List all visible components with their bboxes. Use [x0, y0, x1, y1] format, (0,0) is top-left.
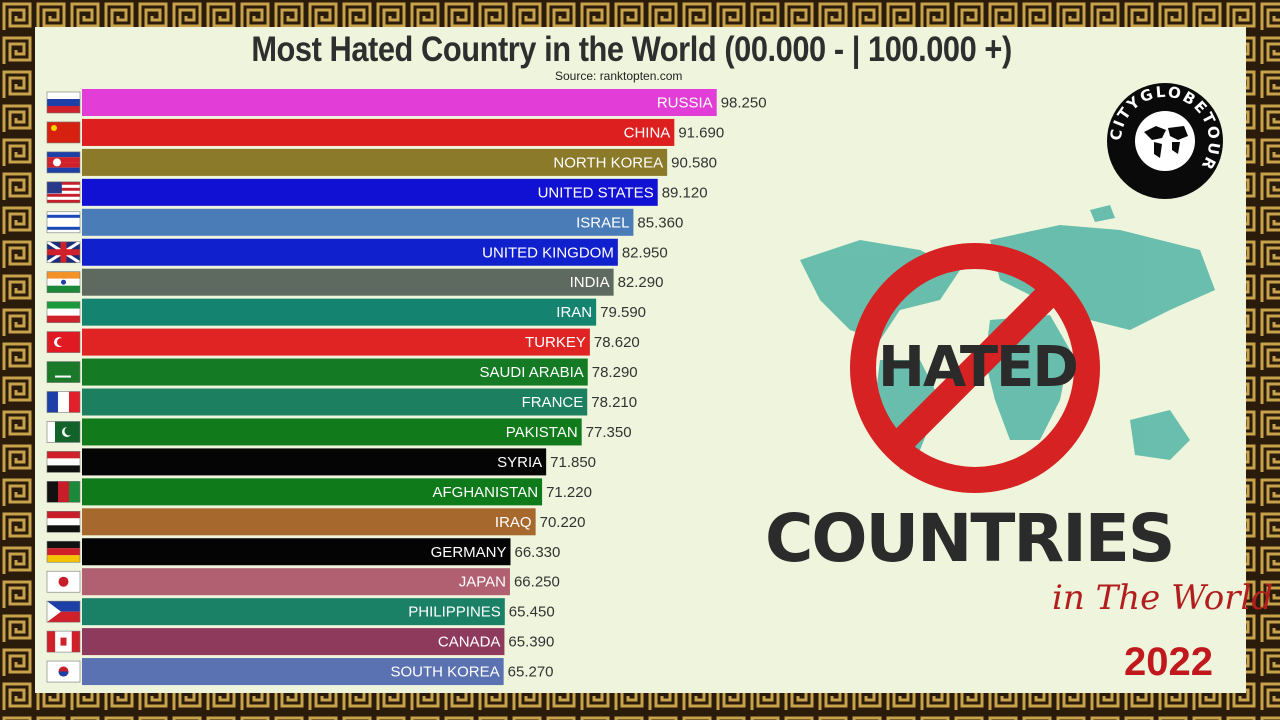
south-korea-flag-icon	[46, 660, 81, 683]
year-label: 2022	[1124, 640, 1213, 684]
iraq-flag-icon	[46, 510, 81, 533]
united-states-flag-icon	[46, 181, 81, 204]
bar-label-afghanistan: AFGHANISTAN	[433, 484, 539, 501]
bar-label-syria: SYRIA	[497, 454, 542, 471]
promo-word-world: in The World	[1052, 578, 1274, 618]
bar-japan	[82, 568, 510, 596]
value-label-north-korea: 90.580	[671, 154, 717, 171]
bar-russia	[82, 89, 717, 116]
value-label-united-kingdom: 82.950	[622, 244, 668, 261]
bar-pakistan	[82, 418, 582, 446]
bar-south-korea	[82, 658, 504, 686]
india-flag-icon	[46, 271, 81, 294]
value-label-iraq: 70.220	[540, 514, 586, 531]
north-korea-flag-icon	[46, 151, 81, 174]
value-label-china: 91.690	[678, 124, 724, 141]
philippines-flag-icon	[46, 600, 81, 623]
bar-canada	[82, 628, 505, 656]
bar-label-russia: RUSSIA	[657, 95, 713, 112]
value-label-syria: 71.850	[550, 454, 596, 471]
bar-china	[82, 118, 675, 146]
bar-france	[82, 388, 588, 416]
afghanistan-flag-icon	[46, 481, 81, 503]
value-label-russia: 98.250	[721, 95, 767, 112]
bar-label-israel: ISRAEL	[576, 214, 629, 231]
bar-iraq	[82, 508, 536, 536]
bar-india	[82, 268, 614, 296]
bars-group: RUSSIA 98.250 CHINA 91.690 NORTH KOREA 90.580…	[46, 89, 767, 686]
bar-label-south-korea: SOUTH KOREA	[390, 664, 499, 681]
bar-label-philippines: PHILIPPINES	[408, 604, 501, 621]
saudi-arabia-flag-icon	[46, 361, 81, 383]
pakistan-flag-icon	[46, 421, 81, 443]
bar-label-united-states: UNITED STATES	[538, 184, 654, 201]
syria-flag-icon	[46, 451, 81, 473]
bar-label-japan: JAPAN	[459, 574, 506, 591]
bar-united-states	[82, 178, 658, 206]
bar-syria	[82, 448, 547, 476]
russia-flag-icon	[46, 91, 81, 114]
bar-label-north-korea: NORTH KOREA	[553, 154, 663, 171]
bar-north-korea	[82, 148, 668, 176]
bar-afghanistan	[82, 478, 543, 506]
bar-philippines	[82, 598, 505, 626]
bar-united-kingdom	[82, 238, 618, 266]
value-label-japan: 66.250	[514, 574, 560, 591]
united-kingdom-flag-icon	[46, 240, 81, 265]
value-label-france: 78.210	[591, 394, 637, 411]
turkey-flag-icon	[46, 331, 81, 353]
canada-flag-icon	[46, 630, 81, 653]
bar-label-india: INDIA	[570, 274, 610, 291]
value-label-canada: 65.390	[508, 634, 554, 651]
promo-word-hated: HATED	[878, 335, 1079, 400]
iran-flag-icon	[46, 301, 81, 323]
bar-label-saudi-arabia: SAUDI ARABIA	[480, 364, 584, 381]
japan-flag-icon	[46, 570, 81, 593]
bar-saudi-arabia	[82, 358, 588, 386]
value-label-south-korea: 65.270	[508, 664, 554, 681]
bar-israel	[82, 208, 634, 236]
bar-label-china: CHINA	[624, 124, 671, 141]
value-label-israel: 85.360	[637, 214, 683, 231]
value-label-united-states: 89.120	[662, 184, 708, 201]
bar-turkey	[82, 328, 590, 356]
cityglobetour-logo: CITYGLOBETOUR	[1107, 83, 1223, 199]
china-flag-icon	[46, 121, 81, 144]
bar-iran	[82, 298, 597, 326]
bar-label-turkey: TURKEY	[525, 334, 586, 351]
france-flag-icon	[46, 391, 81, 413]
value-label-philippines: 65.450	[509, 604, 555, 621]
prohibition-sign	[850, 243, 1100, 493]
chart-source: Source: ranktopten.com	[555, 69, 683, 83]
value-label-turkey: 78.620	[594, 334, 640, 351]
bar-label-united-kingdom: UNITED KINGDOM	[482, 244, 614, 261]
bar-label-iran: IRAN	[556, 304, 592, 321]
value-label-pakistan: 77.350	[586, 424, 632, 441]
value-label-iran: 79.590	[600, 304, 646, 321]
bar-label-iraq: IRAQ	[495, 514, 532, 531]
bar-label-france: FRANCE	[522, 394, 584, 411]
value-label-afghanistan: 71.220	[546, 484, 592, 501]
value-label-germany: 66.330	[514, 544, 560, 561]
bar-germany	[82, 538, 511, 566]
promo-word-countries: COUNTRIES	[765, 500, 1175, 577]
bar-label-canada: CANADA	[438, 634, 501, 651]
israel-flag-icon	[46, 211, 81, 234]
bar-label-germany: GERMANY	[431, 544, 507, 561]
chart-title: Most Hated Country in the World (00.000 …	[251, 30, 1012, 69]
germany-flag-icon	[46, 540, 81, 563]
value-label-india: 82.290	[618, 274, 664, 291]
value-label-saudi-arabia: 78.290	[592, 364, 638, 381]
bar-label-pakistan: PAKISTAN	[506, 424, 578, 441]
